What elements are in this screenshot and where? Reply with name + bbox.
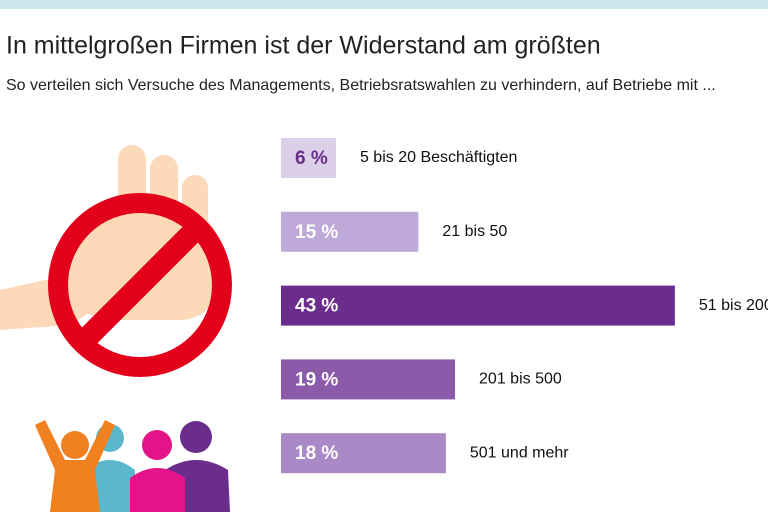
bar — [281, 433, 446, 474]
value-label: 19 % — [295, 369, 338, 390]
chart-subtitle: So verteilen sich Versuche des Managemen… — [6, 77, 716, 94]
top-strip — [0, 0, 768, 9]
illustration — [0, 145, 232, 512]
bar — [281, 211, 419, 252]
bar — [281, 285, 675, 326]
category-label: 501 und mehr — [470, 444, 569, 461]
bar — [281, 138, 336, 178]
category-label: 201 bis 500 — [479, 371, 562, 388]
value-label: 18 % — [295, 443, 338, 464]
value-label: 43 % — [295, 296, 338, 317]
value-label: 15 % — [295, 222, 338, 243]
category-label: 21 bis 50 — [442, 223, 507, 240]
value-label: 6 % — [295, 148, 328, 169]
category-label: 51 bis 200 — [699, 297, 768, 314]
bar — [281, 359, 456, 400]
chart-title: In mittelgroßen Firmen ist der Widerstan… — [6, 32, 601, 60]
category-label: 5 bis 20 Beschäftigten — [360, 149, 517, 166]
